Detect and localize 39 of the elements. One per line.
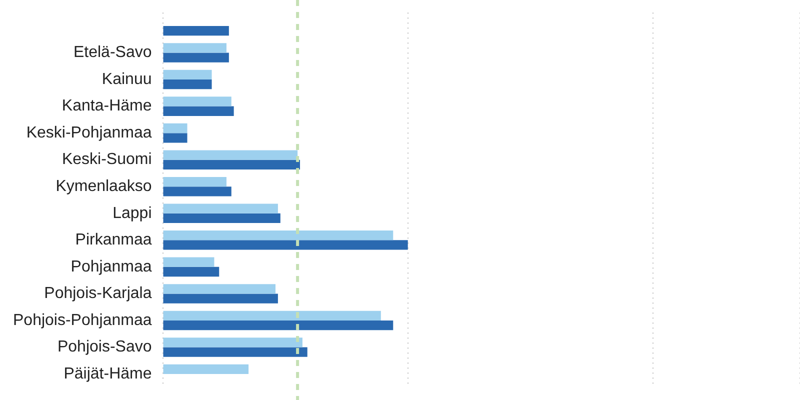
bar (163, 240, 408, 250)
bar (163, 364, 249, 374)
y-tick-label: Keski-Pohjanmaa (26, 124, 152, 142)
y-tick-label: Kainuu (102, 70, 152, 88)
bar (163, 338, 302, 348)
y-tick-label: Kanta-Häme (62, 98, 152, 115)
bar (163, 310, 381, 320)
y-tick-label: Kymenlaakso (56, 178, 152, 196)
bar (163, 160, 300, 170)
y-tick-label: Pohjanmaa (70, 258, 152, 276)
bar (163, 80, 212, 90)
bar (163, 257, 214, 267)
bar (163, 230, 394, 240)
y-tick-label: Päijät-Häme (64, 365, 152, 382)
y-tick-label: Keski-Suomi (62, 151, 152, 168)
y-tick-label: Etelä-Savo (73, 44, 152, 62)
y-tick-label: Lappi (112, 204, 152, 222)
y-tick-label: Pohjois-Pohjanmaa (13, 312, 152, 329)
bar (163, 213, 280, 224)
bar (163, 176, 226, 187)
bar (163, 123, 188, 134)
bar (163, 43, 226, 53)
bar (163, 133, 188, 143)
bar (163, 70, 212, 80)
bar (163, 52, 229, 62)
bar (163, 96, 232, 106)
bar (163, 106, 234, 116)
bar (163, 266, 220, 277)
bar (163, 320, 394, 330)
bar (163, 294, 278, 304)
bar (163, 150, 298, 160)
y-tick-label: Pohjois-Savo (57, 338, 152, 356)
bar (163, 186, 232, 196)
bar (163, 204, 278, 214)
bar (163, 347, 308, 357)
bar (163, 284, 276, 294)
bar (163, 26, 229, 36)
y-tick-label: Pirkanmaa (75, 232, 152, 249)
y-tick-label: Pohjois-Karjala (44, 285, 152, 302)
